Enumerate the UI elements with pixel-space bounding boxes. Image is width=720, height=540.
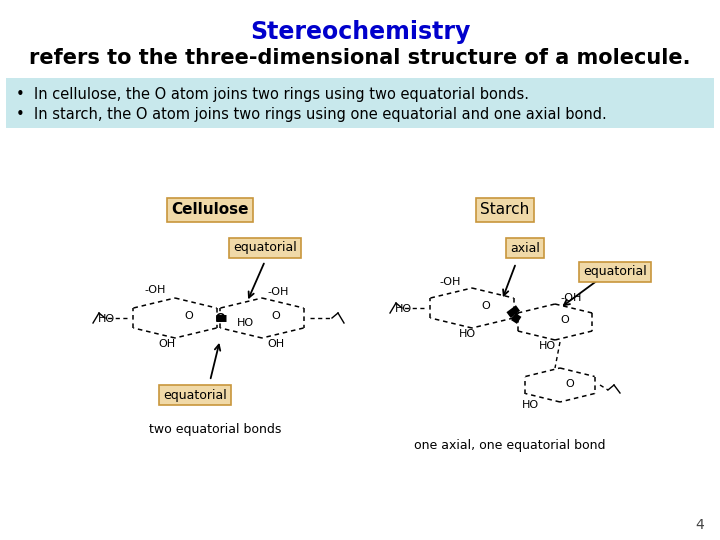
Text: Starch: Starch xyxy=(480,202,530,218)
Text: HO: HO xyxy=(395,304,412,314)
Text: two equatorial bonds: two equatorial bonds xyxy=(149,423,282,436)
Text: HO: HO xyxy=(98,314,115,324)
FancyBboxPatch shape xyxy=(6,78,714,128)
Text: equatorial: equatorial xyxy=(163,388,227,402)
Text: axial: axial xyxy=(510,241,540,254)
Text: •  In cellulose, the O atom joins two rings using two equatorial bonds.: • In cellulose, the O atom joins two rin… xyxy=(16,87,529,103)
Text: HO: HO xyxy=(539,341,556,351)
Text: HO: HO xyxy=(521,400,539,410)
Text: •  In starch, the O atom joins two rings using one equatorial and one axial bond: • In starch, the O atom joins two rings … xyxy=(16,107,607,123)
Text: one axial, one equatorial bond: one axial, one equatorial bond xyxy=(414,438,606,451)
Text: HO: HO xyxy=(237,318,254,328)
Text: O: O xyxy=(561,315,570,325)
Text: -OH: -OH xyxy=(267,287,289,297)
Text: -OH: -OH xyxy=(144,285,166,295)
Text: -OH: -OH xyxy=(560,293,581,303)
Text: equatorial: equatorial xyxy=(233,241,297,254)
Text: O: O xyxy=(271,311,280,321)
Text: equatorial: equatorial xyxy=(583,266,647,279)
Text: O: O xyxy=(509,310,518,320)
Text: O: O xyxy=(482,301,490,311)
Text: Cellulose: Cellulose xyxy=(171,202,248,218)
Text: refers to the three-dimensional structure of a molecule.: refers to the three-dimensional structur… xyxy=(30,48,690,68)
Text: O: O xyxy=(566,379,575,389)
Text: OH: OH xyxy=(267,339,284,349)
Text: 4: 4 xyxy=(696,518,704,532)
Text: Stereochemistry: Stereochemistry xyxy=(250,20,470,44)
Text: OH: OH xyxy=(158,339,176,349)
Text: O: O xyxy=(184,311,194,321)
Text: O: O xyxy=(216,313,225,323)
Text: -OH: -OH xyxy=(439,277,461,287)
Text: HO: HO xyxy=(459,329,476,339)
